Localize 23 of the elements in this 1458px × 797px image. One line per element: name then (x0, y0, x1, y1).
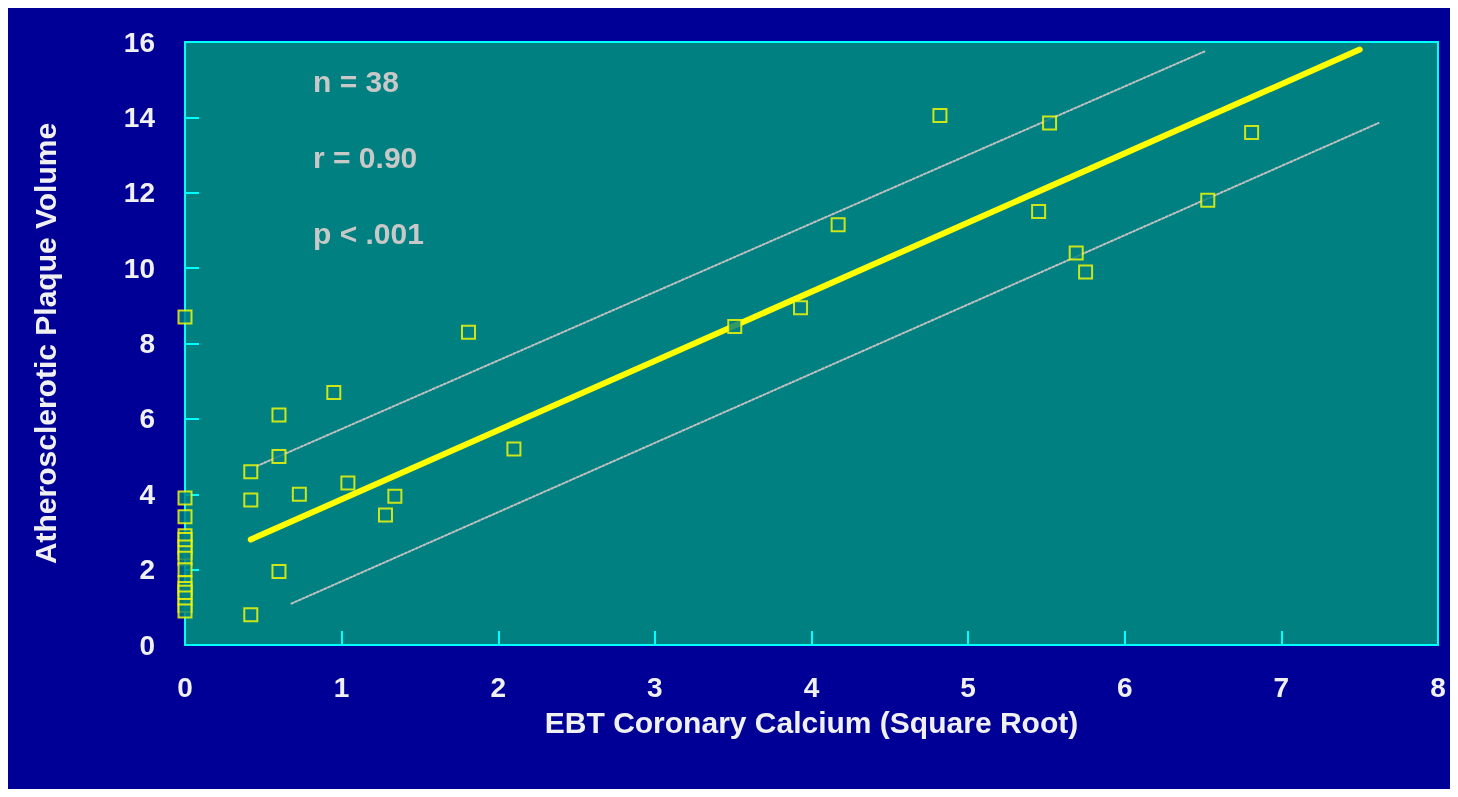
y-tick-label: 4 (139, 478, 156, 510)
annotation: p < .001 (313, 216, 424, 250)
x-tick-label: 8 (1430, 671, 1446, 703)
x-tick-label: 6 (1116, 671, 1133, 703)
x-tick-label: 7 (1273, 671, 1290, 703)
x-tick-label: 1 (333, 671, 350, 703)
y-tick-label: 6 (139, 403, 155, 435)
y-tick-label: 12 (123, 177, 155, 209)
x-tick-label: 5 (960, 671, 976, 703)
y-tick-label: 10 (123, 252, 155, 284)
x-tick-label: 0 (177, 671, 193, 703)
y-tick-label: 2 (139, 554, 155, 586)
x-axis-title: EBT Coronary Calcium (Square Root) (544, 705, 1079, 739)
y-tick-label: 14 (123, 101, 156, 133)
y-axis-title: Atherosclerotic Plaque Volume (28, 122, 62, 565)
y-tick-label: 16 (123, 26, 155, 58)
y-tick-label: 8 (139, 328, 155, 359)
y-tick-label: 0 (139, 629, 155, 661)
x-tick-label: 3 (647, 671, 663, 703)
annotation: n = 38 (313, 64, 399, 98)
annotation: r = 0.90 (313, 140, 418, 174)
x-tick-label: 2 (490, 671, 507, 703)
x-tick-label: 4 (803, 671, 820, 703)
